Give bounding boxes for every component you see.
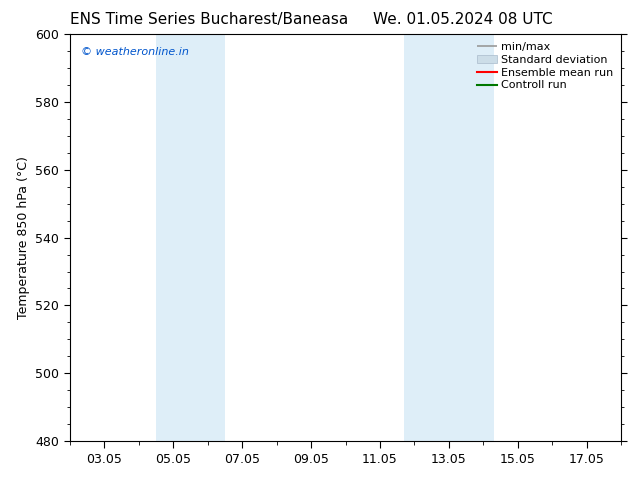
Bar bbox=[156, 34, 225, 441]
Text: © weatheronline.in: © weatheronline.in bbox=[81, 47, 189, 56]
Bar bbox=[449, 34, 494, 441]
Bar bbox=[404, 34, 449, 441]
Legend: min/max, Standard deviation, Ensemble mean run, Controll run: min/max, Standard deviation, Ensemble me… bbox=[475, 40, 616, 93]
Text: We. 01.05.2024 08 UTC: We. 01.05.2024 08 UTC bbox=[373, 12, 553, 27]
Text: ENS Time Series Bucharest/Baneasa: ENS Time Series Bucharest/Baneasa bbox=[70, 12, 348, 27]
Y-axis label: Temperature 850 hPa (°C): Temperature 850 hPa (°C) bbox=[16, 156, 30, 319]
